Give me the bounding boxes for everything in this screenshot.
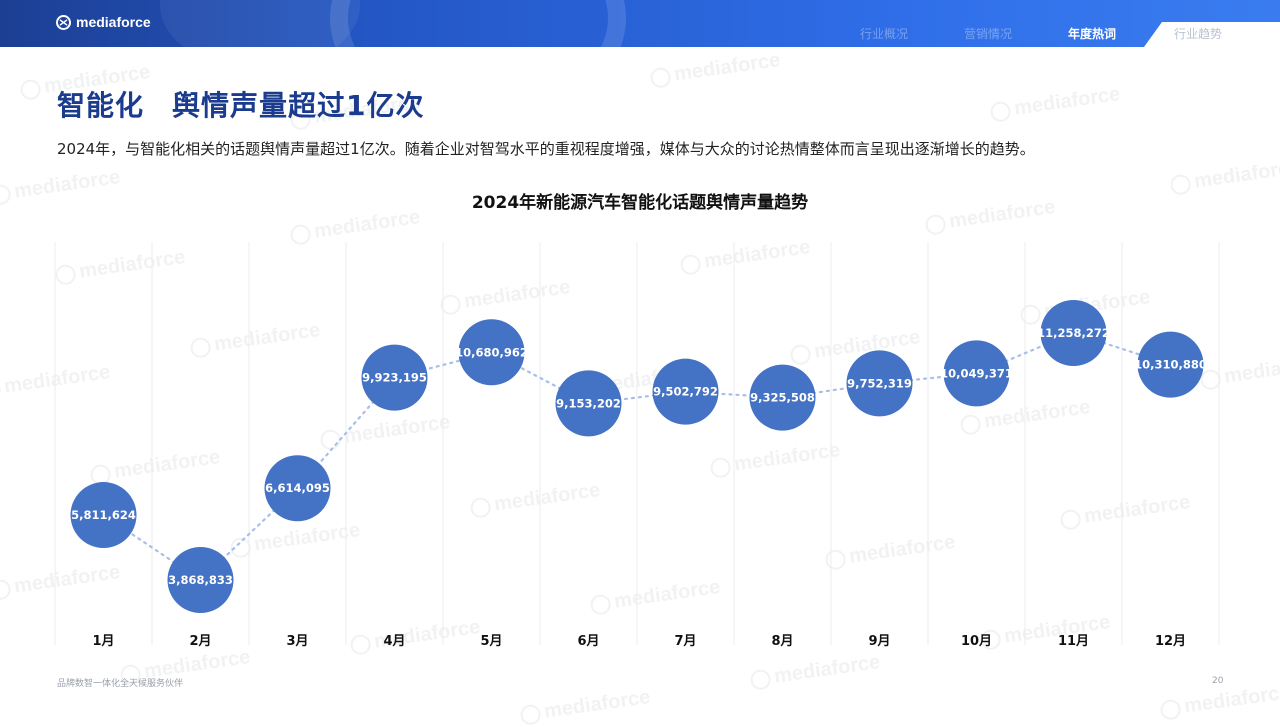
data-point xyxy=(846,350,913,417)
x-tick-label: 3月 xyxy=(286,634,308,649)
data-point xyxy=(652,358,719,425)
x-tick-label: 1月 xyxy=(92,634,114,649)
page-title: 智能化 舆情声量超过1亿次 xyxy=(57,84,425,124)
data-label: 9,752,319 xyxy=(847,376,912,390)
data-label: 10,310,880 xyxy=(1134,358,1207,372)
banner-decoration xyxy=(160,0,360,47)
data-point xyxy=(167,547,234,613)
x-tick-label: 2月 xyxy=(189,634,211,649)
data-label: 11,258,272 xyxy=(1037,326,1110,340)
data-point xyxy=(943,340,1010,407)
data-label: 10,049,371 xyxy=(940,366,1013,380)
data-label: 9,153,202 xyxy=(556,396,621,410)
data-label: 6,614,095 xyxy=(265,481,330,495)
x-tick-label: 9月 xyxy=(868,634,890,649)
x-tick-label: 10月 xyxy=(961,634,992,649)
title-part-1: 智能化 xyxy=(57,89,145,122)
data-point xyxy=(264,455,331,522)
title-part-2: 舆情声量超过1亿次 xyxy=(172,89,425,122)
page-subtitle: 2024年，与智能化相关的话题舆情声量超过1亿次。随着企业对智驾水平的重视程度增… xyxy=(57,140,1035,158)
x-tick-label: 6月 xyxy=(577,634,599,649)
data-point xyxy=(1137,331,1204,398)
top-banner: mediaforce 行业概况 营销情况 年度热词 行业趋势 xyxy=(0,0,1280,47)
data-point xyxy=(458,319,525,386)
x-tick-label: 11月 xyxy=(1058,634,1089,649)
logo-icon xyxy=(56,14,71,30)
data-label: 3,868,833 xyxy=(168,573,233,587)
data-label: 10,680,962 xyxy=(455,345,528,359)
nav-item-marketing[interactable]: 营销情况 xyxy=(963,27,1012,41)
chart-title: 2024年新能源汽车智能化话题舆情声量趋势 xyxy=(471,193,809,213)
top-nav: 行业概况 营销情况 年度热词 行业趋势 xyxy=(832,0,1280,47)
data-point xyxy=(749,364,816,431)
data-point xyxy=(70,482,137,549)
logo: mediaforce xyxy=(56,14,151,30)
data-label: 9,502,792 xyxy=(653,385,718,399)
logo-text: mediaforce xyxy=(76,14,151,30)
footer-tagline: 品牌数智一体化全天候服务伙伴 xyxy=(57,679,184,689)
data-label: 5,811,624 xyxy=(71,508,136,522)
x-tick-label: 7月 xyxy=(674,634,696,649)
data-label: 9,325,508 xyxy=(750,391,815,405)
data-label: 9,923,195 xyxy=(362,371,427,385)
x-tick-label: 5月 xyxy=(480,634,502,649)
nav-item-industry-trends[interactable]: 行业趋势 xyxy=(1143,22,1280,47)
banner-wheel-decoration xyxy=(330,0,626,47)
x-tick-label: 8月 xyxy=(771,634,793,649)
data-point xyxy=(1040,300,1107,366)
data-point xyxy=(361,344,428,411)
x-tick-label: 12月 xyxy=(1155,634,1186,649)
nav-item-annual-hot-words[interactable]: 年度热词 xyxy=(1067,27,1116,41)
nav-item-industry-overview[interactable]: 行业概况 xyxy=(859,27,908,41)
data-point xyxy=(555,370,622,437)
x-tick-label: 4月 xyxy=(383,634,405,649)
page-number: 20 xyxy=(1212,676,1224,686)
